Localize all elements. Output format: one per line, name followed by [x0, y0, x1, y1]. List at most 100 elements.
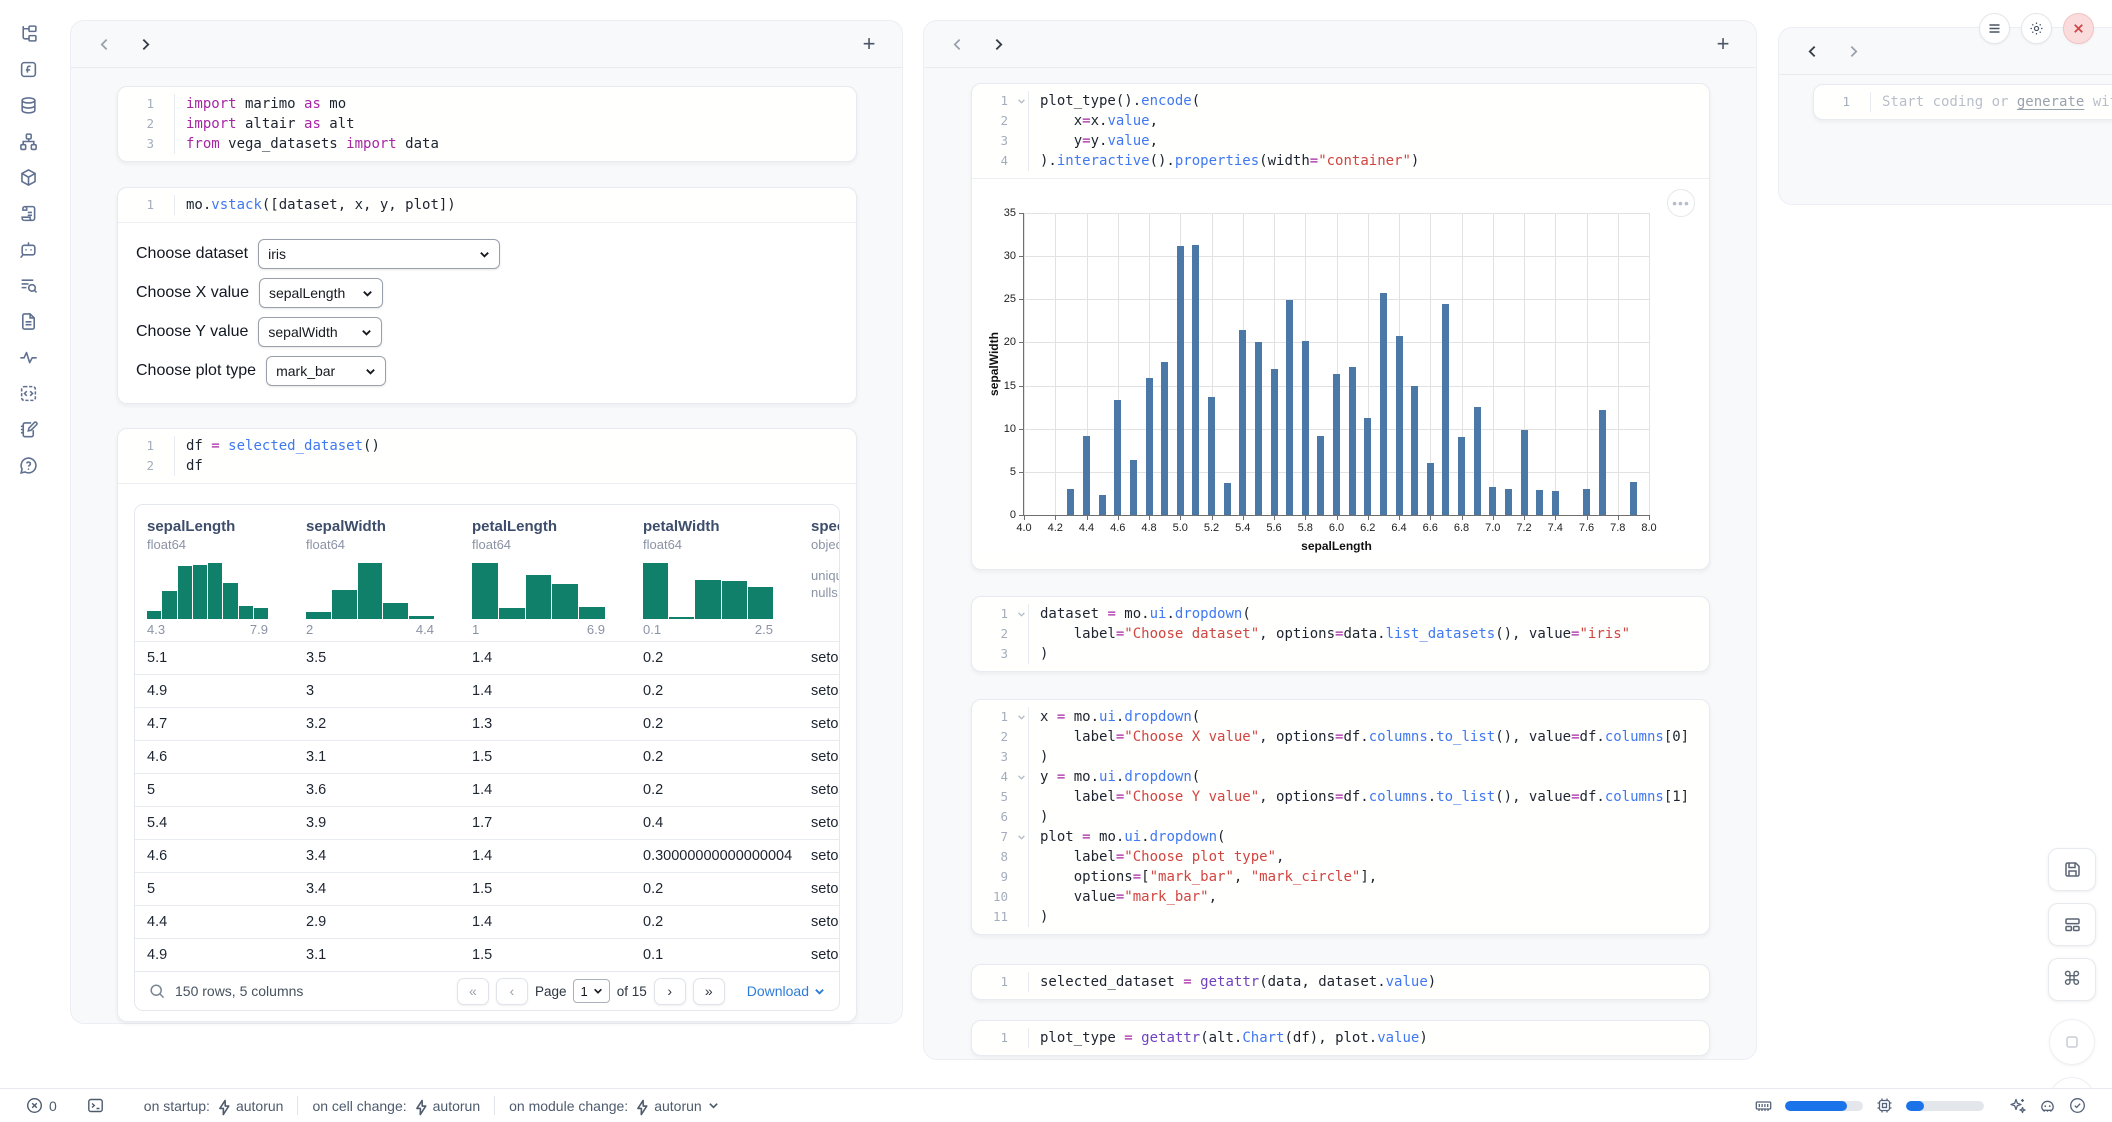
table-row[interactable]: 4.73.21.30.2setos — [135, 707, 839, 740]
last-page-button[interactable]: » — [693, 978, 725, 1005]
column-1-move-right-button[interactable] — [132, 31, 158, 57]
plot-type-select[interactable]: mark_bar — [266, 356, 386, 386]
chat-icon[interactable] — [19, 240, 38, 259]
chart-bar[interactable] — [1099, 495, 1106, 515]
chart-bar[interactable] — [1583, 489, 1590, 515]
column-header-petalLength[interactable]: petalLengthfloat6416.9 — [460, 517, 631, 637]
chart-bar[interactable] — [1442, 304, 1449, 515]
search-icon[interactable] — [149, 983, 166, 1000]
keyboard-shortcuts-button[interactable]: ⌘ — [2048, 958, 2096, 1001]
table-row[interactable]: 4.63.11.50.2setos — [135, 740, 839, 773]
first-page-button[interactable]: « — [457, 978, 489, 1005]
settings-gear-button[interactable] — [2021, 13, 2052, 44]
altair-bar-chart[interactable]: sepalLength sepalWidth 4.04.24.44.64.85.… — [992, 201, 1659, 553]
code-editor-dataset[interactable]: 1dataset = mo.ui.dropdown(2 label="Choos… — [972, 597, 1709, 671]
chart-bar[interactable] — [1396, 336, 1403, 515]
chart-bar[interactable] — [1349, 367, 1356, 515]
chart-bar[interactable] — [1192, 245, 1199, 515]
fold-chevron-icon[interactable] — [1015, 604, 1028, 624]
chart-bar[interactable] — [1286, 300, 1293, 515]
table-row[interactable]: 4.42.91.40.2setos — [135, 905, 839, 938]
snippets-icon[interactable] — [19, 384, 38, 403]
chart-bar[interactable] — [1271, 369, 1278, 515]
fold-chevron-icon[interactable] — [1015, 767, 1028, 787]
chart-bar[interactable] — [1317, 436, 1324, 515]
on-cell-change-setting[interactable]: on cell change: autorun — [312, 1098, 480, 1114]
chart-bar[interactable] — [1427, 463, 1434, 515]
column-2-move-left-button[interactable] — [944, 31, 970, 57]
chart-bar[interactable] — [1067, 489, 1074, 515]
chart-bar[interactable] — [1458, 437, 1465, 515]
chart-bar[interactable] — [1505, 489, 1512, 515]
column-header-sepalWidth[interactable]: sepalWidthfloat6424.4 — [294, 517, 460, 637]
chart-bar[interactable] — [1239, 330, 1246, 515]
y-value-select[interactable]: sepalWidth — [258, 317, 382, 347]
column-3-move-right-button[interactable] — [1840, 38, 1866, 64]
x-value-select[interactable]: sepalLength — [259, 278, 383, 308]
table-row[interactable]: 53.61.40.2setos — [135, 773, 839, 806]
chart-bar[interactable] — [1411, 386, 1418, 515]
table-row[interactable]: 4.63.41.40.30000000000000004setos — [135, 839, 839, 872]
errors-indicator[interactable]: 0 — [26, 1097, 57, 1114]
column-header-sepalLength[interactable]: sepalLengthfloat644.37.9 — [135, 517, 294, 637]
table-row[interactable]: 4.931.40.2setos — [135, 674, 839, 707]
chart-bar[interactable] — [1083, 436, 1090, 515]
chart-bar[interactable] — [1536, 490, 1543, 515]
table-row[interactable]: 5.43.91.70.4setos — [135, 806, 839, 839]
code-editor-empty[interactable]: 1 Start coding or generate with AI — [1814, 85, 2112, 119]
on-module-change-setting[interactable]: on module change: autorun — [509, 1098, 719, 1114]
chart-bar[interactable] — [1333, 374, 1340, 516]
chart-bar[interactable] — [1146, 378, 1153, 515]
save-button[interactable] — [2048, 848, 2096, 891]
next-page-button[interactable]: › — [654, 978, 686, 1005]
chart-bar[interactable] — [1161, 362, 1168, 515]
column-1-move-left-button[interactable] — [91, 31, 117, 57]
layout-button[interactable] — [2048, 903, 2096, 946]
column-header-speci[interactable]: speciobjecuniqunulls: — [799, 517, 840, 637]
assistant-icon[interactable] — [2039, 1097, 2056, 1114]
chart-menu-button[interactable]: ••• — [1667, 189, 1695, 217]
column-3-move-left-button[interactable] — [1799, 38, 1825, 64]
page-number-select[interactable]: 1 — [573, 979, 609, 1003]
dataset-select[interactable]: iris — [258, 239, 500, 269]
text-search-icon[interactable] — [19, 276, 38, 295]
documentation-icon[interactable] — [19, 312, 38, 331]
column-header-petalWidth[interactable]: petalWidthfloat640.12.5 — [631, 517, 799, 637]
code-editor-plottype[interactable]: 1plot_type = getattr(alt.Chart(df), plot… — [972, 1021, 1709, 1055]
table-row[interactable]: 5.13.51.40.2setos — [135, 641, 839, 674]
chart-bar[interactable] — [1130, 460, 1137, 515]
chart-bar[interactable] — [1364, 418, 1371, 516]
fold-chevron-icon[interactable] — [1015, 827, 1028, 847]
code-editor-df[interactable]: 1df = selected_dataset()2df — [118, 429, 856, 483]
packages-icon[interactable] — [19, 168, 38, 187]
column-2-add-cell-button[interactable]: + — [1710, 31, 1736, 57]
terminal-icon[interactable] — [87, 1097, 104, 1114]
on-startup-setting[interactable]: on startup: autorun — [144, 1098, 284, 1114]
generate-with-ai-link[interactable]: generate — [2017, 94, 2084, 110]
chart-bar[interactable] — [1474, 407, 1481, 515]
prev-page-button[interactable]: ‹ — [496, 978, 528, 1005]
stop-button[interactable] — [2049, 1019, 2095, 1065]
functions-icon[interactable] — [19, 60, 38, 79]
chart-bar[interactable] — [1255, 342, 1262, 515]
chart-bar[interactable] — [1114, 400, 1121, 515]
chart-bar[interactable] — [1177, 246, 1184, 515]
fold-chevron-icon[interactable] — [1015, 707, 1028, 727]
table-row[interactable]: 53.41.50.2setos — [135, 872, 839, 905]
chart-bar[interactable] — [1599, 410, 1606, 515]
dependency-graph-icon[interactable] — [19, 132, 38, 151]
close-button[interactable] — [2063, 13, 2094, 44]
fold-chevron-icon[interactable] — [1015, 91, 1028, 111]
chart-bar[interactable] — [1302, 341, 1309, 515]
file-explorer-icon[interactable] — [19, 24, 38, 43]
scratchpad-icon[interactable] — [19, 420, 38, 439]
chart-bar[interactable] — [1224, 483, 1231, 515]
column-2-move-right-button[interactable] — [985, 31, 1011, 57]
logs-icon[interactable] — [19, 204, 38, 223]
connection-status-icon[interactable] — [2069, 1097, 2086, 1114]
column-1-add-cell-button[interactable]: + — [856, 31, 882, 57]
chart-bar[interactable] — [1380, 293, 1387, 515]
menu-button[interactable] — [1979, 13, 2010, 44]
chart-bar[interactable] — [1489, 487, 1496, 515]
code-editor-plot[interactable]: 1plot_type().encode(2 x=x.value,3 y=y.va… — [972, 84, 1709, 178]
